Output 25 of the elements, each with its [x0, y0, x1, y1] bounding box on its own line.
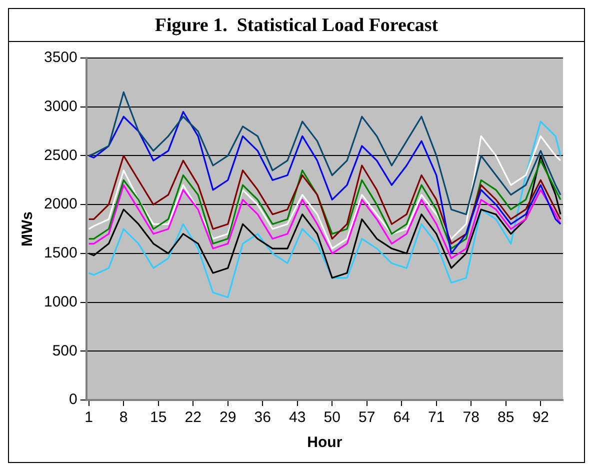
x-tick-label: 50 — [324, 409, 340, 426]
y-axis-title: MWs — [19, 212, 36, 246]
x-tick-label: 29 — [220, 409, 236, 426]
x-tick-label: 36 — [254, 409, 271, 426]
x-tick-label: 71 — [428, 409, 445, 426]
y-tick-label: 1500 — [44, 244, 78, 262]
x-tick-label: 8 — [119, 409, 128, 426]
x-tick-label: 15 — [150, 409, 167, 426]
y-tick-label: 500 — [52, 342, 78, 360]
y-tick-label: 2000 — [44, 196, 78, 213]
y-tick-label: 3000 — [44, 98, 78, 115]
x-tick-label: 1 — [84, 409, 94, 426]
chart-title: Figure 1. Statistical Load Forecast — [9, 9, 584, 42]
y-tick-label: 1000 — [44, 293, 78, 310]
x-tick-label: 57 — [358, 409, 376, 426]
x-tick-label: 43 — [289, 409, 306, 426]
x-tick-label: 78 — [462, 409, 480, 426]
x-axis-title: Hour — [307, 434, 342, 452]
y-tick-label: 3500 — [44, 49, 78, 66]
y-tick-label: 2500 — [44, 146, 78, 164]
x-tick-label: 22 — [184, 409, 202, 426]
x-tick-label: 64 — [393, 409, 410, 426]
x-tick-label: 85 — [498, 409, 514, 426]
x-tick-label: 92 — [532, 409, 549, 426]
y-tick-label: 0 — [69, 391, 78, 408]
